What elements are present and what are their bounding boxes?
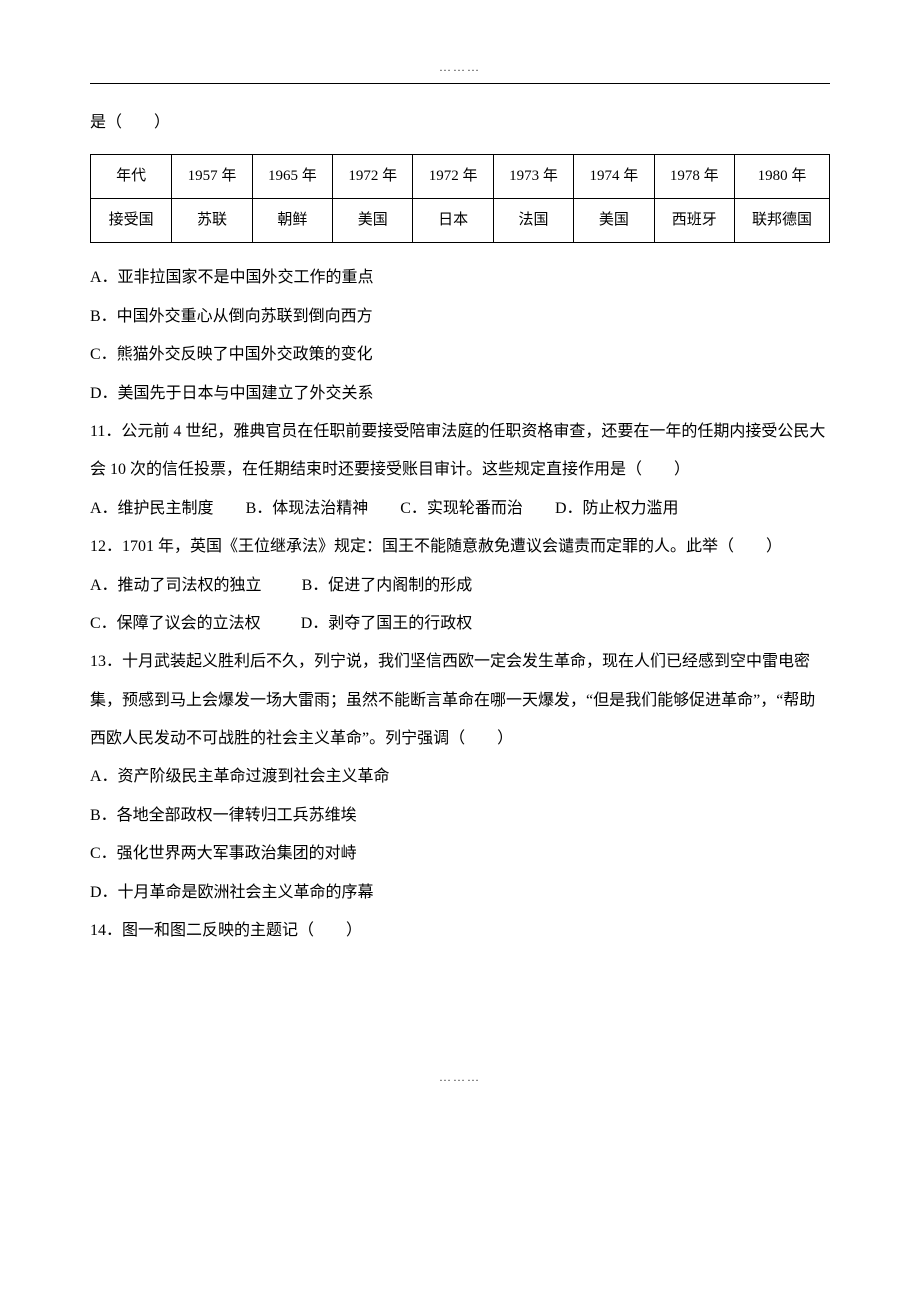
- q10-year-cell: 1973 年: [493, 155, 573, 199]
- table-row: 年代 1957 年 1965 年 1972 年 1972 年 1973 年 19…: [91, 155, 830, 199]
- q10-country-cell: 苏联: [172, 199, 252, 243]
- q10-year-cell: 1972 年: [333, 155, 413, 199]
- q10-option-b: B．中国外交重心从倒向苏联到倒向西方: [90, 298, 830, 336]
- q11-option-c: C．实现轮番而治: [400, 490, 523, 528]
- q10-country-cell: 西班牙: [654, 199, 734, 243]
- q12-option-c: C．保障了议会的立法权: [90, 605, 261, 643]
- q11-option-a: A．维护民主制度: [90, 490, 214, 528]
- q12-option-b: B．促进了内阁制的形成: [302, 567, 473, 605]
- q10-country-label: 接受国: [91, 199, 172, 243]
- q10-option-c: C．熊猫外交反映了中国外交政策的变化: [90, 336, 830, 374]
- q13-option-a: A．资产阶级民主革命过渡到社会主义革命: [90, 758, 830, 796]
- q11-option-b: B．体现法治精神: [246, 490, 369, 528]
- header-dots: ………: [90, 60, 830, 75]
- q10-year-cell: 1972 年: [413, 155, 493, 199]
- q13-options: A．资产阶级民主革命过渡到社会主义革命 B．各地全部政权一律转归工兵苏维埃 C．…: [90, 758, 830, 912]
- q10-year-cell: 1978 年: [654, 155, 734, 199]
- q10-year-cell: 1965 年: [252, 155, 332, 199]
- q10-year-cell: 1957 年: [172, 155, 252, 199]
- header-rule: [90, 83, 830, 84]
- q12-stem: 12．1701 年，英国《王位继承法》规定：国王不能随意赦免遭议会谴责而定罪的人…: [90, 528, 830, 566]
- document-page: ……… 是（ ） 年代 1957 年 1965 年 1972 年 1972 年 …: [0, 0, 920, 1125]
- table-row: 接受国 苏联 朝鲜 美国 日本 法国 美国 西班牙 联邦德国: [91, 199, 830, 243]
- q12-option-d: D．剥夺了国王的行政权: [301, 605, 473, 643]
- q12-option-a: A．推动了司法权的独立: [90, 567, 262, 605]
- q12-options-row1: A．推动了司法权的独立 B．促进了内阁制的形成: [90, 567, 830, 605]
- q10-year-cell: 1974 年: [574, 155, 654, 199]
- q10-country-cell: 日本: [413, 199, 493, 243]
- q10-year-label: 年代: [91, 155, 172, 199]
- q10-country-cell: 美国: [574, 199, 654, 243]
- q10-country-cell: 联邦德国: [734, 199, 829, 243]
- footer-dots: ………: [90, 1070, 830, 1085]
- q10-stem-tail: 是（ ）: [90, 104, 830, 142]
- q10-year-cell: 1980 年: [734, 155, 829, 199]
- q10-option-d: D．美国先于日本与中国建立了外交关系: [90, 375, 830, 413]
- q13-stem: 13．十月武装起义胜利后不久，列宁说，我们坚信西欧一定会发生革命，现在人们已经感…: [90, 643, 830, 758]
- q10-table: 年代 1957 年 1965 年 1972 年 1972 年 1973 年 19…: [90, 154, 830, 243]
- q14-stem: 14．图一和图二反映的主题记（ ）: [90, 912, 830, 950]
- q11-option-d: D．防止权力滥用: [555, 490, 679, 528]
- q12-options-row2: C．保障了议会的立法权 D．剥夺了国王的行政权: [90, 605, 830, 643]
- q11-stem: 11．公元前 4 世纪，雅典官员在任职前要接受陪审法庭的任职资格审查，还要在一年…: [90, 413, 830, 490]
- q10-country-cell: 朝鲜: [252, 199, 332, 243]
- q10-options: A．亚非拉国家不是中国外交工作的重点 B．中国外交重心从倒向苏联到倒向西方 C．…: [90, 259, 830, 413]
- q13-option-b: B．各地全部政权一律转归工兵苏维埃: [90, 797, 830, 835]
- q10-country-cell: 美国: [333, 199, 413, 243]
- q10-option-a: A．亚非拉国家不是中国外交工作的重点: [90, 259, 830, 297]
- q13-option-c: C．强化世界两大军事政治集团的对峙: [90, 835, 830, 873]
- q10-country-cell: 法国: [493, 199, 573, 243]
- q13-option-d: D．十月革命是欧洲社会主义革命的序幕: [90, 874, 830, 912]
- q11-options: A．维护民主制度 B．体现法治精神 C．实现轮番而治 D．防止权力滥用: [90, 490, 830, 528]
